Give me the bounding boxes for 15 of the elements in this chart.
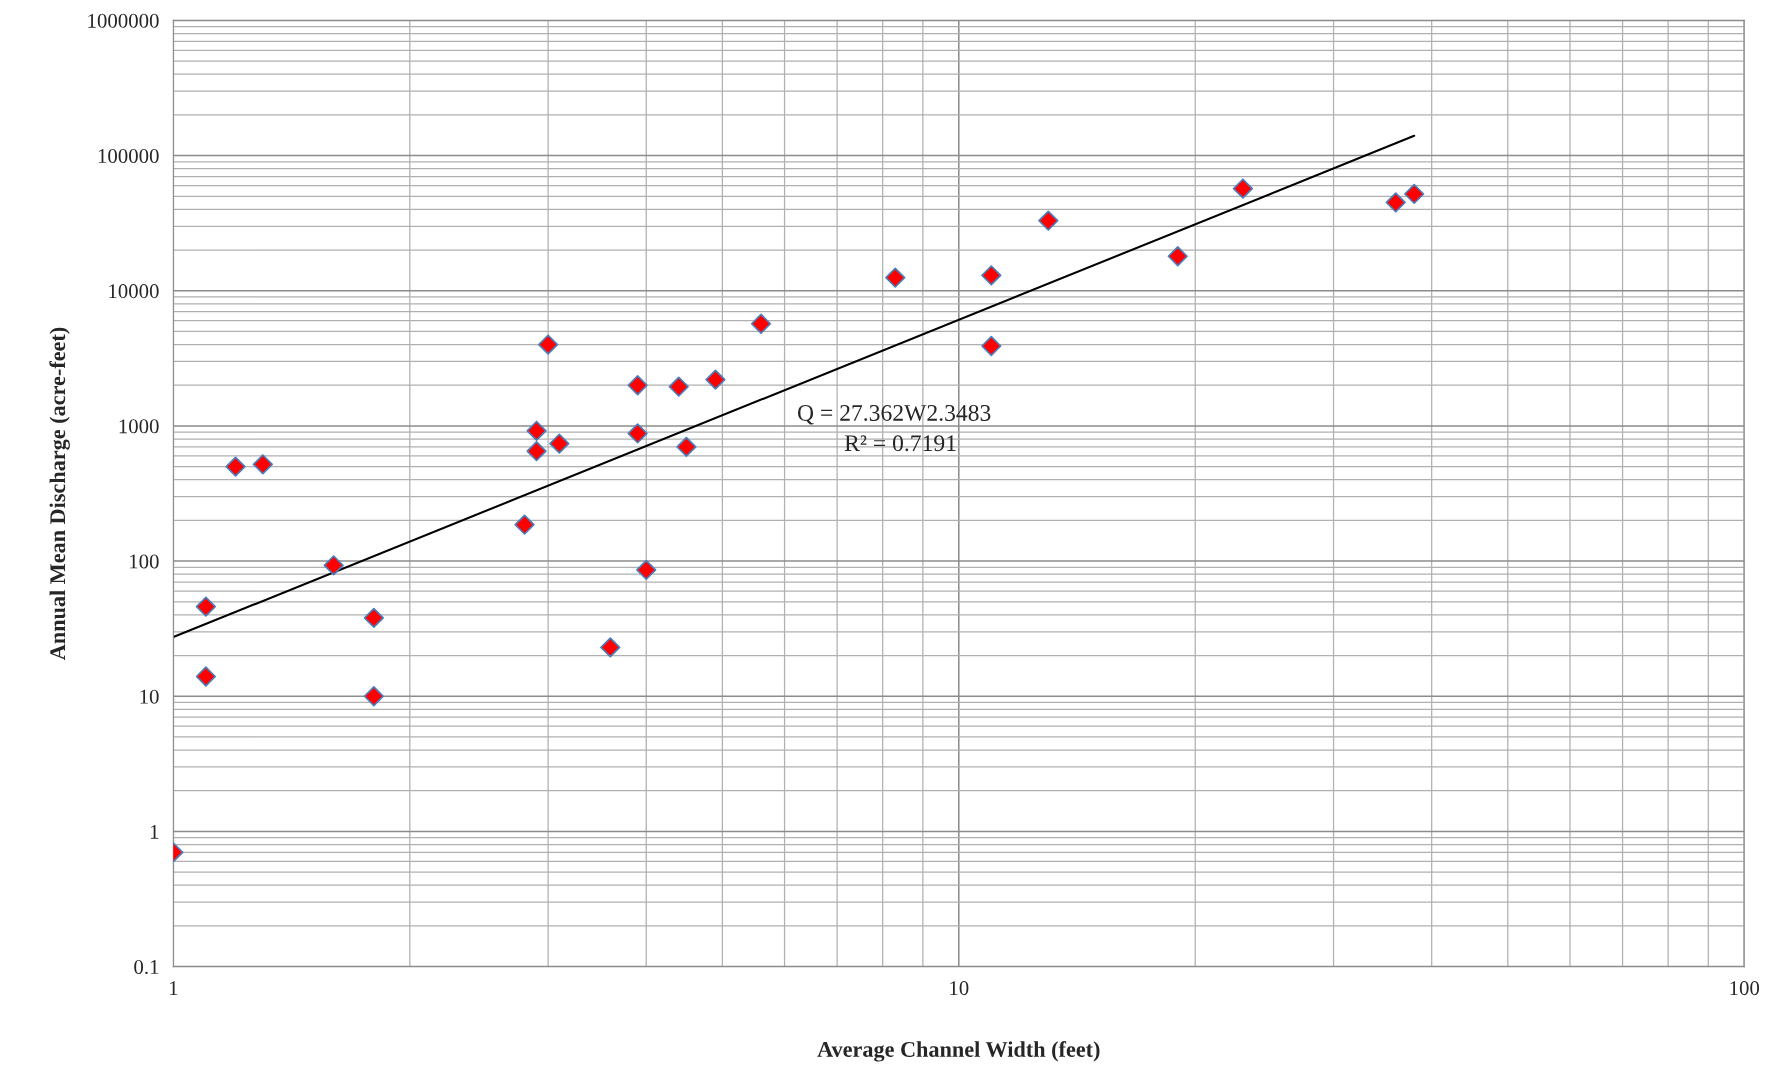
y-tick-label: 1000000 — [88, 13, 159, 28]
y-tick-label: 1 — [150, 824, 159, 839]
annotation: Q = 27.362W2.3483 — [797, 404, 991, 425]
x-tick-label: 100 — [1730, 981, 1760, 996]
y-tick-label: 0.1 — [134, 959, 159, 975]
y-tick-label: 10 — [140, 689, 159, 704]
annotation: R² = 0.7191 — [844, 435, 956, 452]
y-tick-label: 100000 — [98, 148, 159, 164]
x-tick-label: 1 — [169, 981, 178, 995]
y-tick-label: 1000 — [119, 419, 159, 434]
x-tick-label: 10 — [950, 981, 969, 996]
y-tick-label: 100 — [130, 554, 159, 569]
y-tick-label: 10000 — [109, 284, 159, 299]
y-axis-title: Annual Mean Discharge (acre-feet) — [49, 327, 70, 661]
x-axis-title: Average Channel Width (feet) — [817, 1041, 1100, 1062]
